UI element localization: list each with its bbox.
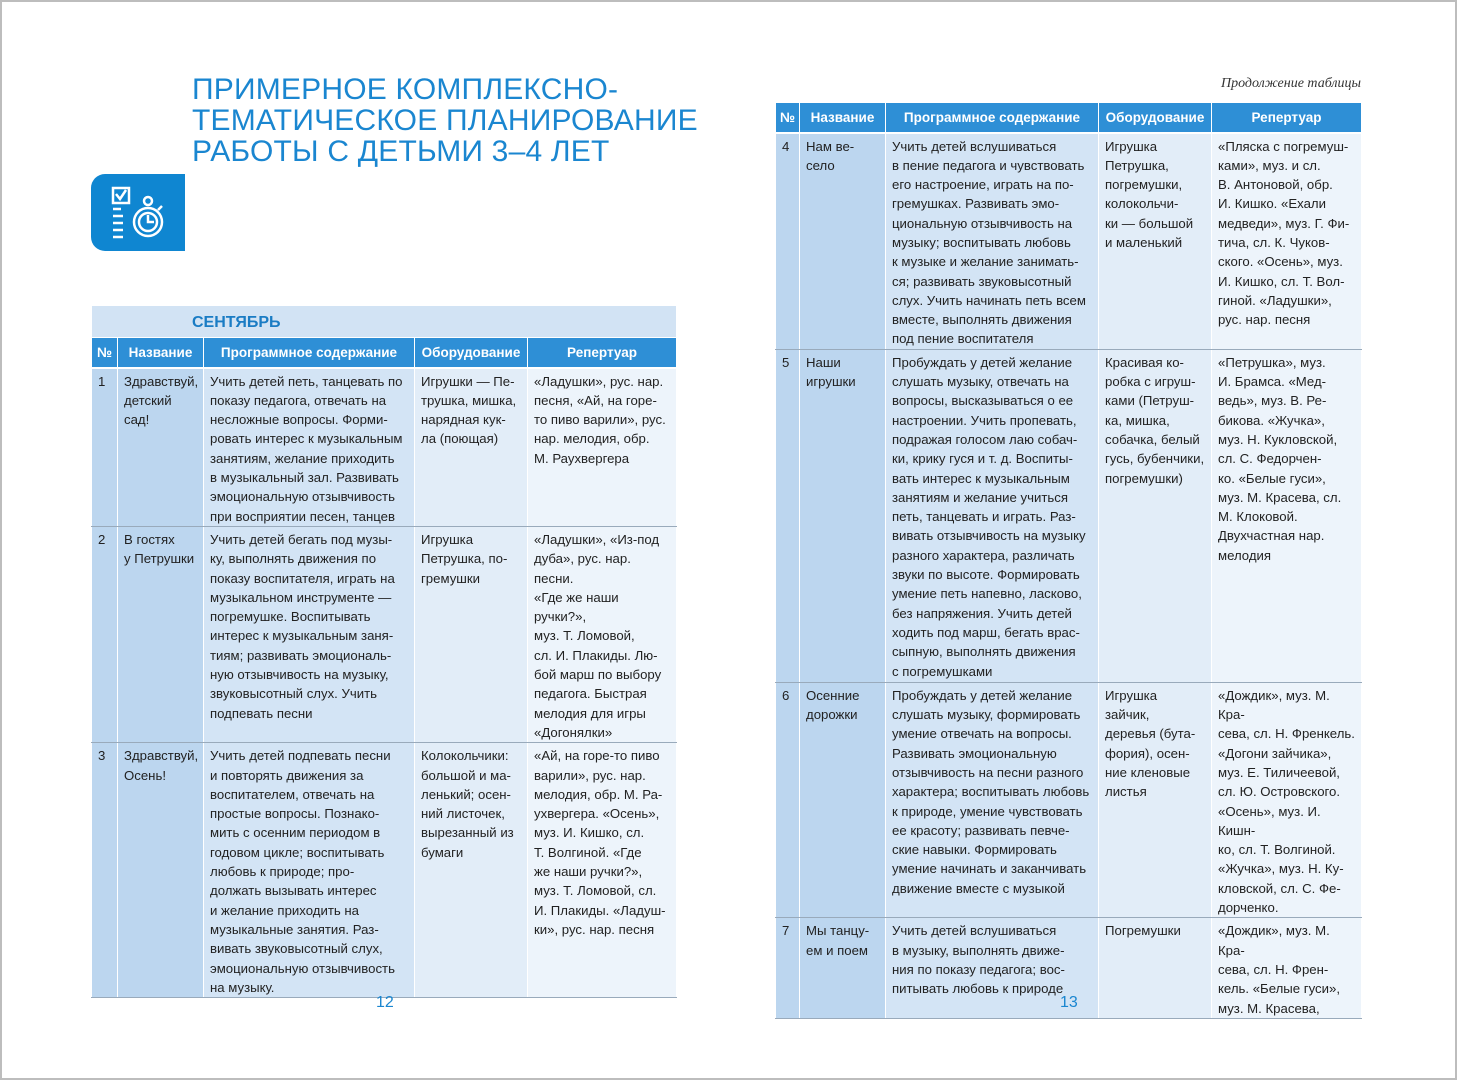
row-content: Учить детей подпевать песни и повторять …: [203, 742, 415, 999]
row-content: Учить детей вслушиваться в пение педагог…: [885, 132, 1099, 350]
col-content: Программное содержание: [885, 102, 1099, 134]
table-row: 3 Здравствуй, Осень! Учить детей подпевать…: [91, 742, 678, 999]
row-name: Осенние дорожки: [799, 681, 886, 919]
row-content: Учить детей бегать под музы- ку, выполня…: [203, 525, 415, 744]
page-title: ПРИМЕРНОЕ КОМПЛЕКСНО- ТЕМАТИЧЕСКОЕ ПЛАНИ…: [192, 73, 698, 168]
row-repertoire: «Ладушки», «Из-под дуба», рус. нар. песн…: [526, 525, 678, 744]
row-number: 6: [775, 681, 800, 919]
table-row: 6 Осенние дорожки Пробуждать у детей желан…: [775, 681, 1362, 919]
month-header: СЕНТЯБРЬ: [90, 305, 678, 338]
row-content: Учить детей петь, танцевать по показу пе…: [203, 367, 415, 527]
col-number: №: [775, 102, 800, 134]
col-repertoire: Репертуар: [1211, 102, 1362, 134]
row-equipment: Колокольчики: большой и ма- ленький; осе…: [414, 742, 528, 999]
row-repertoire: «Пляска с погремуш- ками», муз. и сл. В.…: [1211, 132, 1362, 350]
row-content: Пробуждать у детей желание слушать музык…: [885, 348, 1099, 683]
row-name: Здравствуй, детский сад!: [117, 367, 204, 527]
row-equipment: Игрушка Петрушка, по- гремушки: [414, 525, 528, 744]
page-number-right: 13: [1060, 994, 1078, 1011]
row-name: Здравствуй, Осень!: [117, 742, 204, 999]
row-equipment: Игрушка Петрушка, погремушки, колокольчи…: [1098, 132, 1212, 350]
row-name: В гостях у Петрушки: [117, 525, 204, 744]
row-repertoire: «Дождик», муз. М. Кра- сева, сл. Н. Френ…: [1211, 681, 1362, 919]
checklist-stopwatch-icon: [91, 174, 185, 251]
row-repertoire: «Ай, на горе-то пиво варили», рус. нар. …: [526, 742, 678, 999]
row-content: Пробуждать у детей желание слушать музык…: [885, 681, 1099, 919]
row-repertoire: «Ладушки», рус. нар. песня, «Ай, на горе…: [526, 367, 678, 527]
row-number: 1: [91, 367, 118, 527]
row-repertoire: «Петрушка», муз. И. Брамса. «Мед- ведь»,…: [1211, 348, 1362, 683]
row-number: 3: [91, 742, 118, 999]
col-equipment: Оборудование: [414, 337, 528, 369]
row-content: Учить детей вслушиваться в музыку, выпол…: [885, 917, 1099, 1019]
col-content: Программное содержание: [203, 337, 415, 369]
row-name: Нам ве- село: [799, 132, 886, 350]
row-repertoire: «Дождик», муз. М. Кра- сева, сл. Н. Френ…: [1211, 917, 1362, 1019]
table-row: 7 Мы танцу- ем и поем Учить детей вслушива…: [775, 917, 1362, 1019]
right-planning-table: № Название Программное содержание Оборуд…: [775, 102, 1362, 1019]
left-planning-table: СЕНТЯБРЬ № Название Программное содержан…: [90, 305, 678, 999]
page-number-left: 12: [376, 994, 394, 1011]
continuation-note: Продолжение таблицы: [1220, 76, 1361, 91]
row-equipment: Красивая ко- робка с игруш- ками (Петруш…: [1098, 348, 1212, 683]
row-equipment: Игрушка зайчик, деревья (бута- фория), о…: [1098, 681, 1212, 919]
table-row: 5 Наши игрушки Пробуждать у детей желание …: [775, 348, 1362, 683]
row-equipment: Игрушки — Пе- трушка, мишка, нарядная ку…: [414, 367, 528, 527]
row-number: 4: [775, 132, 800, 350]
table-row: 4 Нам ве- село Учить детей вслушиваться в …: [775, 132, 1362, 350]
row-equipment: Погремушки: [1098, 917, 1212, 1019]
row-number: 2: [91, 525, 118, 744]
col-repertoire: Репертуар: [526, 337, 678, 369]
table-row: 1 Здравствуй, детский сад! Учить детей пет…: [91, 367, 678, 527]
row-number: 5: [775, 348, 800, 683]
col-equipment: Оборудование: [1098, 102, 1212, 134]
row-number: 7: [775, 917, 800, 1019]
col-number: №: [91, 337, 118, 369]
col-name: Название: [117, 337, 204, 369]
row-name: Мы танцу- ем и поем: [799, 917, 886, 1019]
col-name: Название: [799, 102, 886, 134]
row-name: Наши игрушки: [799, 348, 886, 683]
